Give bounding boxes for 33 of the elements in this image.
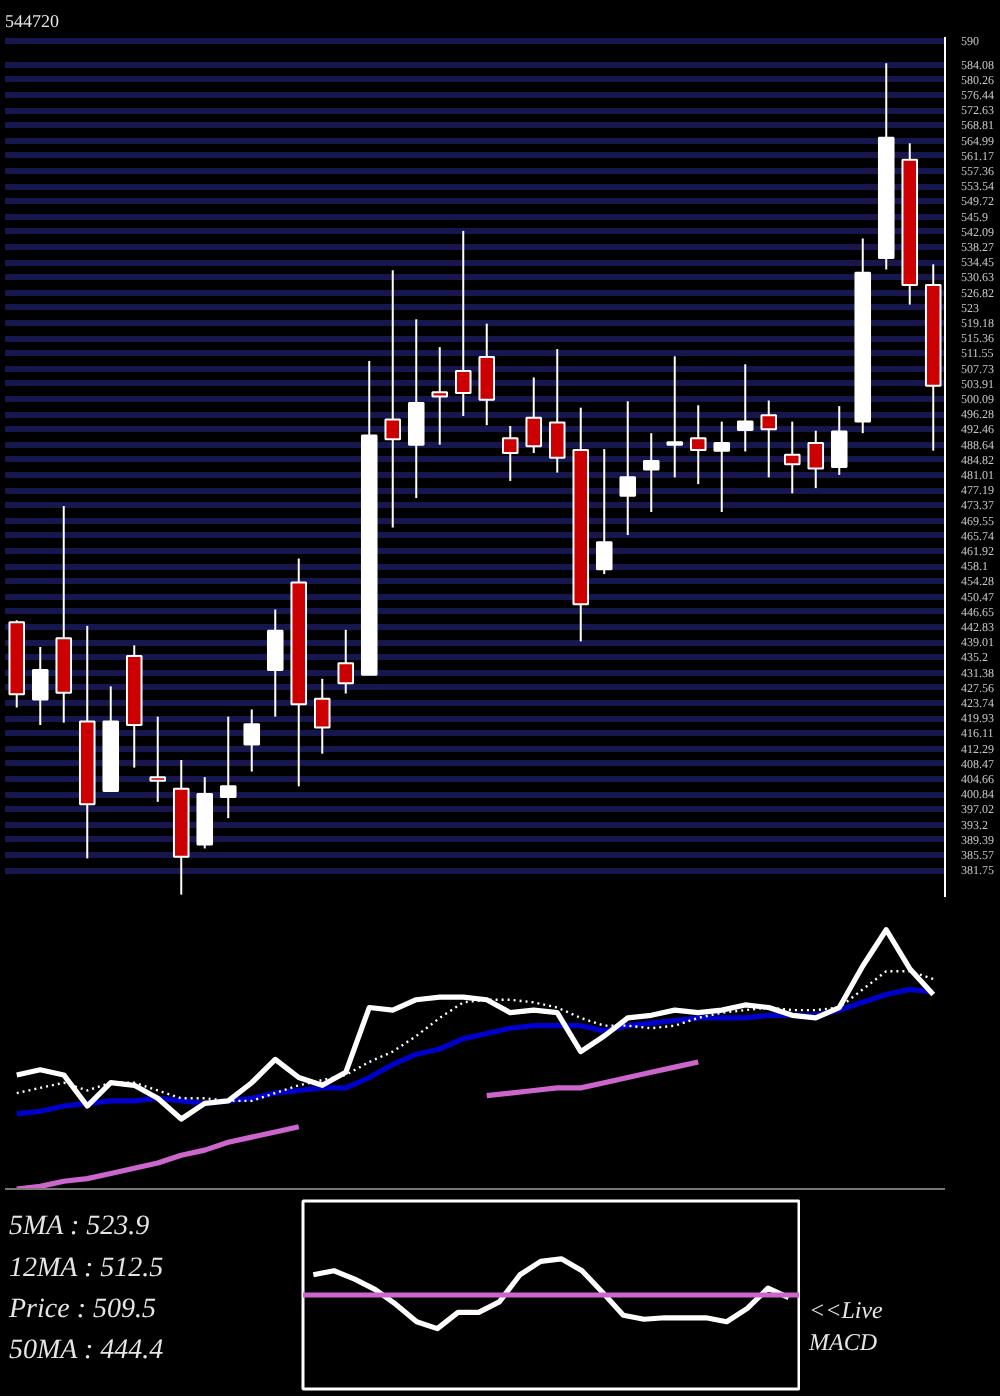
candlestick <box>807 429 825 490</box>
candlestick <box>219 715 237 820</box>
text: Price : 509.5 <box>7 1295 156 1326</box>
candlestick <box>478 322 496 427</box>
candlestick <box>736 363 754 453</box>
candlestick <box>525 376 543 455</box>
candlestick <box>501 424 519 482</box>
text: MACD <box>807 1328 878 1356</box>
candlestick <box>713 420 731 513</box>
candlestick <box>313 677 331 755</box>
candlestick <box>783 420 801 495</box>
candlestick <box>830 405 848 476</box>
candlestick <box>31 645 49 726</box>
candlestick <box>407 318 425 500</box>
candlestick <box>266 608 284 718</box>
candlestick <box>595 448 613 576</box>
text: 5MA : 523.9 <box>9 1212 150 1243</box>
text: 12MA : 512.5 <box>9 1253 164 1284</box>
candlestick <box>548 348 566 474</box>
candlestick <box>149 715 167 803</box>
candlestick <box>760 399 778 479</box>
candlestick <box>243 708 261 773</box>
text: <<Live <box>809 1296 885 1325</box>
candlestick <box>337 628 355 695</box>
candlestick <box>619 400 637 537</box>
candlestick <box>454 229 472 418</box>
candlestick <box>642 432 660 513</box>
candlestick <box>431 346 449 446</box>
candlestick <box>384 269 402 529</box>
candlestick <box>666 355 684 479</box>
chart-title: 544720 <box>5 11 60 31</box>
candlestick <box>689 404 707 486</box>
text: 50MA : 444.4 <box>9 1336 164 1367</box>
